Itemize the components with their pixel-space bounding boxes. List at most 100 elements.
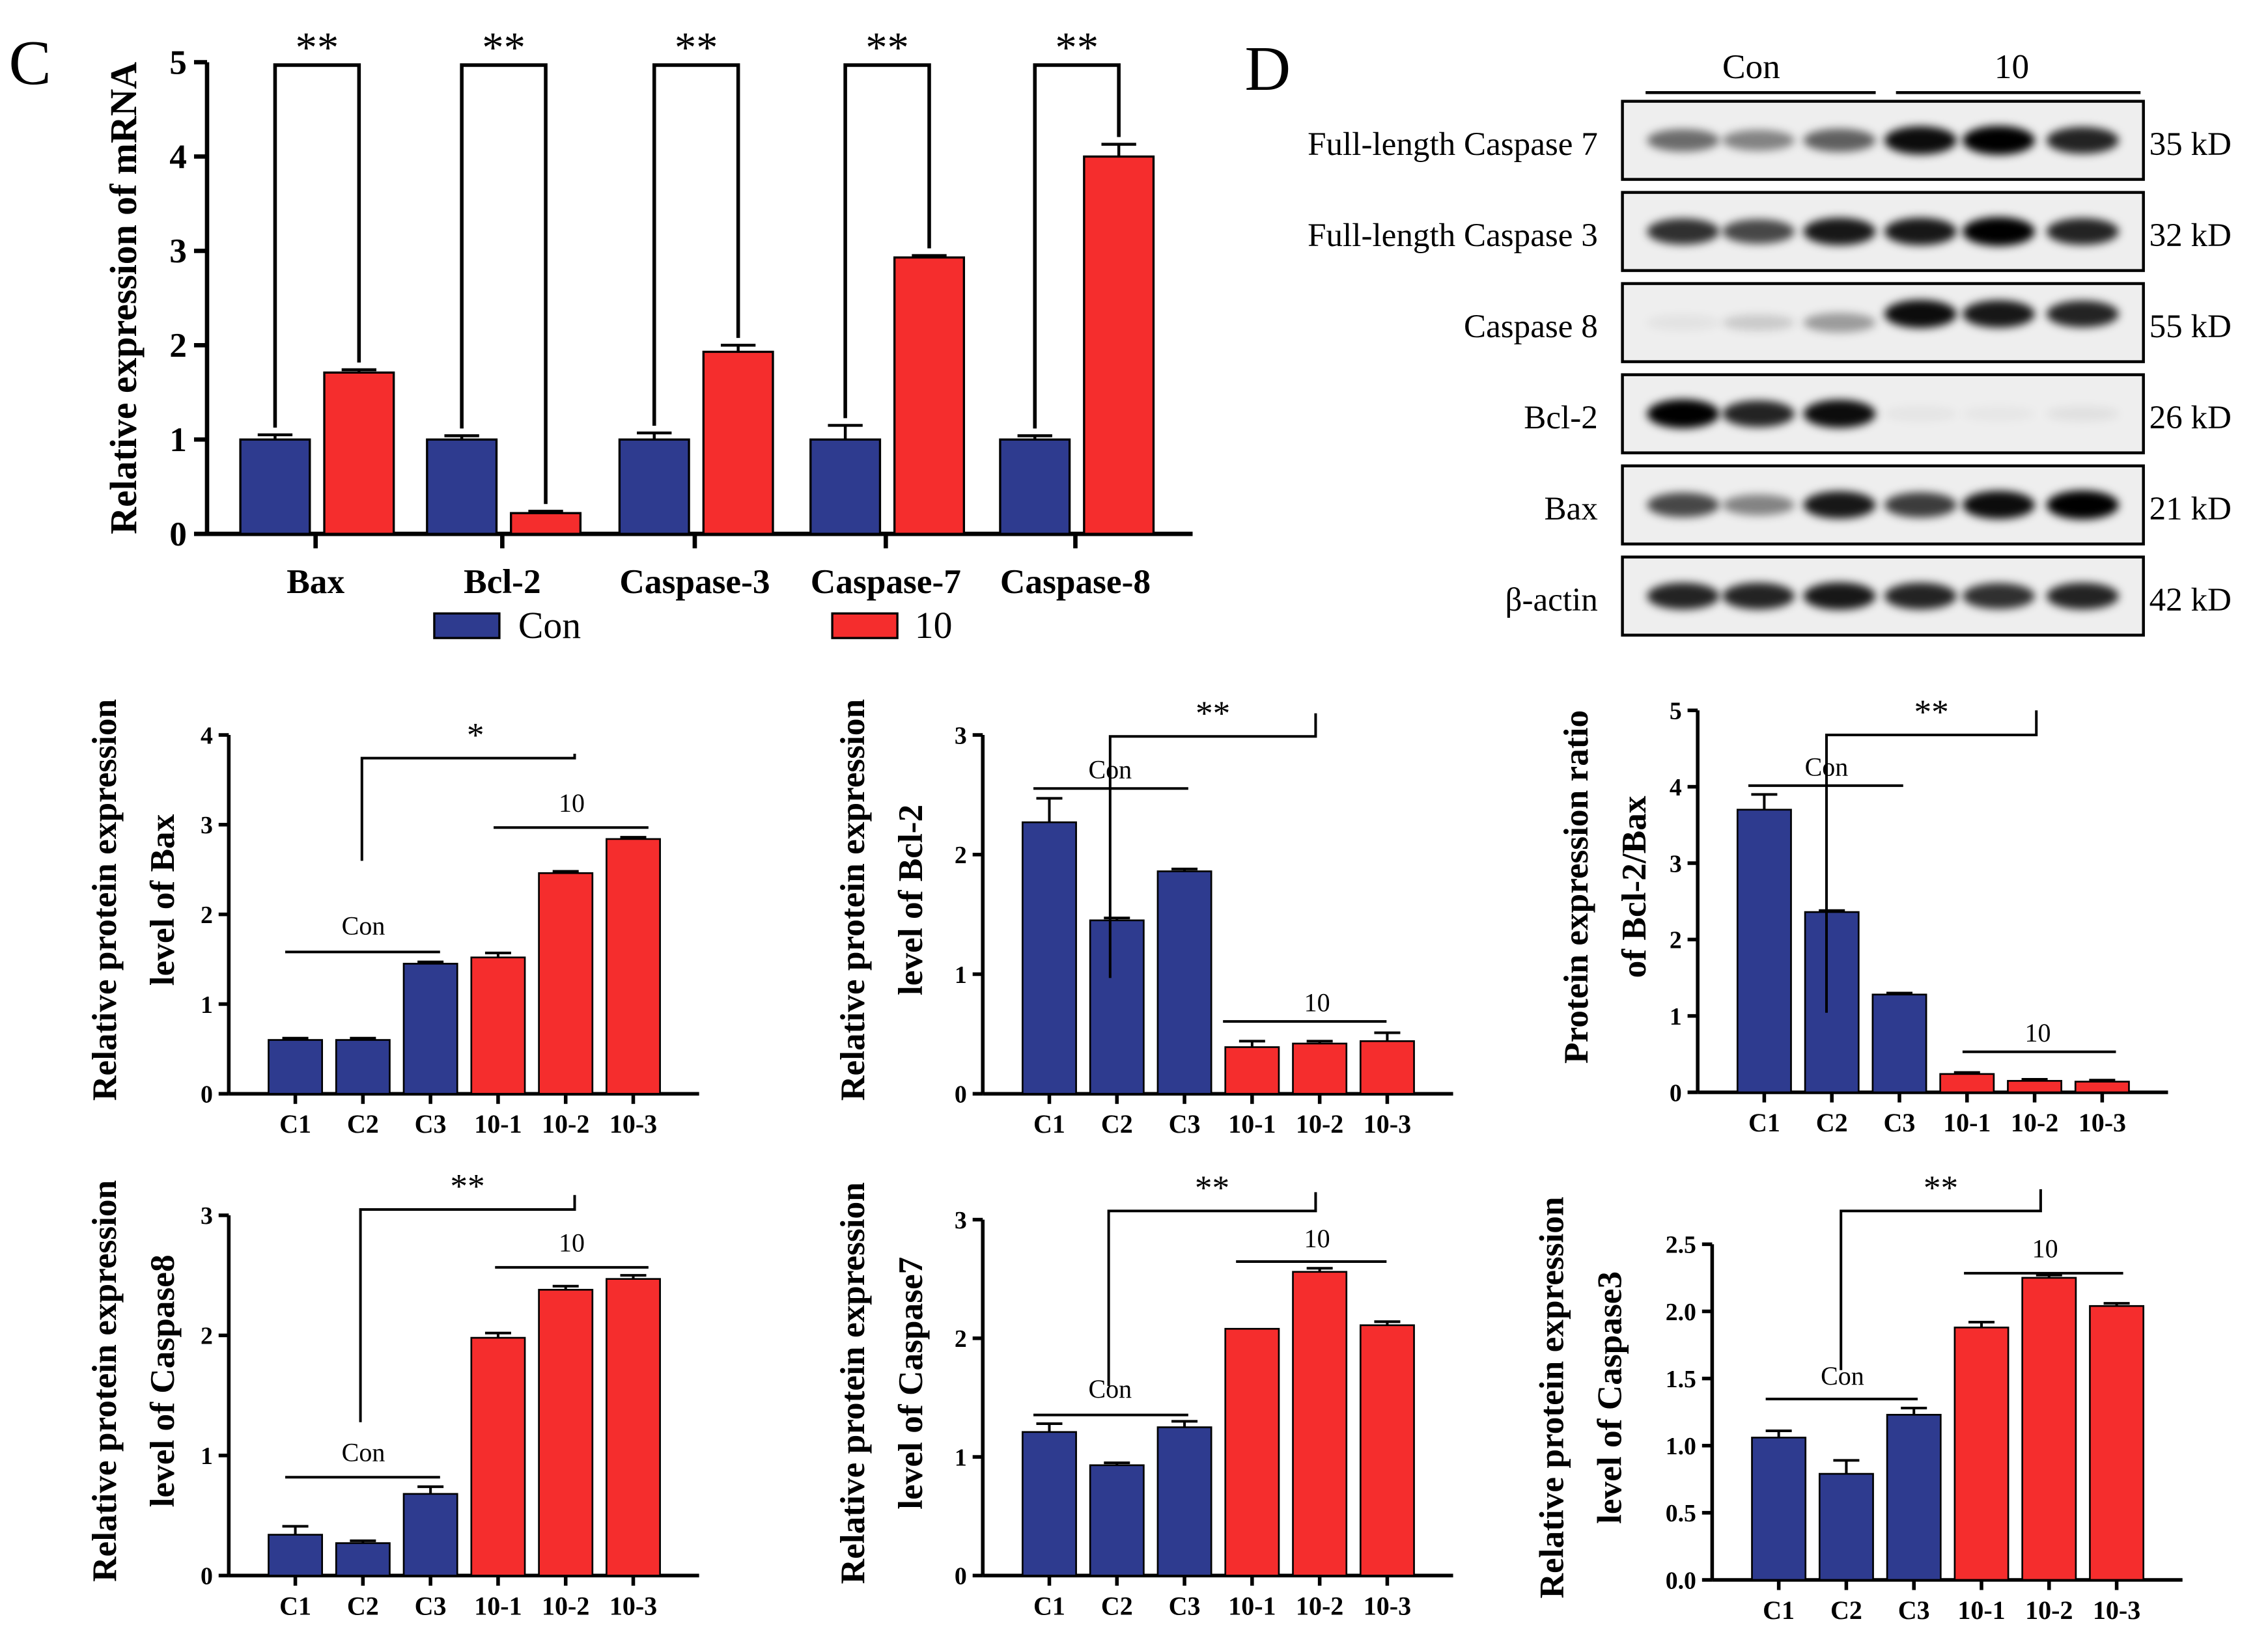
category-label: C3 bbox=[1169, 1109, 1201, 1139]
y-tick-label: 1 bbox=[201, 991, 213, 1019]
blot-band-size: 42 kD bbox=[2149, 581, 2232, 618]
blot-band bbox=[1722, 400, 1795, 428]
category-label: 10-1 bbox=[474, 1591, 522, 1620]
significance-marker: ** bbox=[865, 25, 909, 72]
y-axis-label-line1: Relative protein expression bbox=[1532, 1196, 1571, 1598]
bar-10 bbox=[1292, 1271, 1348, 1577]
blot-band bbox=[1647, 129, 1720, 152]
category-label: 10-2 bbox=[542, 1591, 589, 1620]
blot-band bbox=[1884, 583, 1957, 610]
blot-band bbox=[1803, 491, 1876, 519]
y-tick-label: 1.0 bbox=[1666, 1433, 1696, 1460]
y-tick-label: 0 bbox=[955, 1081, 967, 1109]
y-tick-label: 2.5 bbox=[1666, 1232, 1696, 1259]
significance-marker: ** bbox=[1055, 25, 1099, 72]
category-label: 10-3 bbox=[2093, 1596, 2140, 1625]
category-label: C2 bbox=[347, 1109, 379, 1139]
bar-con bbox=[239, 438, 311, 535]
protein-expression-charts: 0 1 2 3 4 Relative protein expression level of… bbox=[85, 692, 2183, 1625]
significance-bracket bbox=[1840, 1189, 2042, 1370]
category-label: C1 bbox=[1033, 1591, 1065, 1620]
bar-con bbox=[1751, 1437, 1807, 1581]
bar-con bbox=[1156, 870, 1212, 1095]
bar-con bbox=[1804, 911, 1860, 1094]
bar-con bbox=[999, 438, 1071, 535]
y-tick-label: 5 bbox=[1670, 698, 1682, 725]
bar-con bbox=[809, 438, 882, 535]
blot-band bbox=[2046, 490, 2119, 519]
y-tick-label: 4 bbox=[201, 722, 213, 749]
blot-band-size: 55 kD bbox=[2149, 308, 2232, 345]
category-label: 10-2 bbox=[2011, 1108, 2058, 1137]
category-label: C3 bbox=[1884, 1108, 1916, 1137]
category-label: 10-3 bbox=[609, 1591, 657, 1620]
blot-band bbox=[1647, 583, 1720, 610]
category-label: 10-3 bbox=[2079, 1108, 2126, 1137]
blot-band bbox=[1962, 300, 2036, 328]
category-label: 10-3 bbox=[1364, 1591, 1411, 1620]
y-tick-label: 0 bbox=[1670, 1079, 1682, 1107]
legend-label-con: Con bbox=[518, 605, 581, 646]
blot-group-label-con: Con bbox=[1722, 47, 1780, 86]
significance-bracket bbox=[359, 1195, 576, 1422]
bar-10 bbox=[893, 256, 966, 535]
bar-con bbox=[402, 963, 458, 1095]
significance-bracket bbox=[273, 63, 361, 428]
bar-10 bbox=[1224, 1327, 1280, 1577]
significance-bracket bbox=[652, 63, 740, 426]
y-tick-label: 2 bbox=[1670, 927, 1682, 954]
chart-bcl2: 0 1 2 3 Relative protein expression level of … bbox=[833, 693, 1453, 1139]
category-label: Caspase-7 bbox=[811, 562, 961, 601]
bar-10 bbox=[1359, 1040, 1415, 1095]
y-tick-label: 1 bbox=[955, 1444, 967, 1471]
blot-band bbox=[2046, 218, 2119, 245]
category-label: 10-1 bbox=[1228, 1591, 1276, 1620]
bar-10 bbox=[510, 512, 582, 535]
bar-10 bbox=[702, 350, 774, 535]
bar-10 bbox=[606, 1278, 661, 1577]
y-axis-label: Relative expression of mRNA bbox=[104, 62, 145, 534]
y-tick-label: 4 bbox=[1670, 774, 1682, 801]
chart-casp3: 0.0 0.5 1.0 1.5 2.0 2.5 Relative protein expre… bbox=[1532, 1168, 2183, 1625]
category-label: 10-1 bbox=[1943, 1108, 1991, 1137]
category-label: C3 bbox=[1169, 1591, 1201, 1620]
panel-label-c: C bbox=[8, 28, 51, 98]
bar-10 bbox=[2089, 1305, 2145, 1581]
blot-band bbox=[1803, 128, 1876, 152]
bar-10 bbox=[538, 1288, 594, 1577]
group-label-10: 10 bbox=[1304, 988, 1330, 1017]
group-label-con: Con bbox=[342, 1438, 385, 1467]
y-tick-label: 1 bbox=[169, 420, 187, 459]
bar-con bbox=[335, 1542, 391, 1577]
group-label-10: 10 bbox=[559, 1228, 585, 1257]
y-tick-label: 1.5 bbox=[1666, 1366, 1696, 1393]
bar-con bbox=[1089, 919, 1145, 1095]
y-tick-label: 3 bbox=[169, 231, 187, 270]
bar-con bbox=[1886, 1413, 1942, 1581]
bar-10 bbox=[323, 371, 395, 535]
blot-band bbox=[1647, 314, 1720, 331]
y-tick-label: 0 bbox=[201, 1081, 213, 1109]
blot-band bbox=[1722, 494, 1795, 516]
chart-casp7: 0 1 2 3 Relative protein expression level of … bbox=[833, 1168, 1453, 1620]
y-axis-label-line2: level of Caspase7 bbox=[891, 1257, 930, 1510]
bar-con bbox=[268, 1534, 324, 1577]
y-tick-label: 1 bbox=[201, 1443, 213, 1470]
bar-con bbox=[618, 438, 690, 535]
group-label-con: Con bbox=[1088, 1374, 1132, 1403]
group-label-con: Con bbox=[1088, 755, 1132, 784]
blot-band bbox=[1884, 217, 1957, 245]
y-tick-label: 2 bbox=[201, 902, 213, 929]
bar-con bbox=[426, 438, 498, 535]
y-tick-label: 1 bbox=[955, 961, 967, 989]
bar-10 bbox=[1939, 1073, 1995, 1094]
y-tick-label: 5 bbox=[169, 42, 187, 81]
y-tick-label: 0 bbox=[169, 514, 187, 553]
blot-band bbox=[2046, 127, 2119, 154]
blot-row-label: Caspase 8 bbox=[1464, 308, 1598, 345]
blot-band bbox=[1803, 312, 1876, 333]
y-axis-label-line1: Protein expression ratio bbox=[1556, 710, 1595, 1064]
bar-10 bbox=[606, 838, 661, 1095]
bar-con bbox=[268, 1039, 324, 1095]
